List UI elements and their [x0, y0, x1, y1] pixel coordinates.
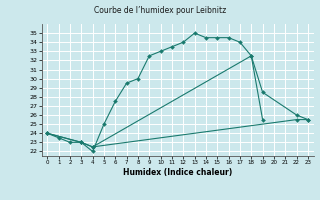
- Text: Courbe de l’humidex pour Leibnitz: Courbe de l’humidex pour Leibnitz: [94, 6, 226, 15]
- X-axis label: Humidex (Indice chaleur): Humidex (Indice chaleur): [123, 168, 232, 177]
